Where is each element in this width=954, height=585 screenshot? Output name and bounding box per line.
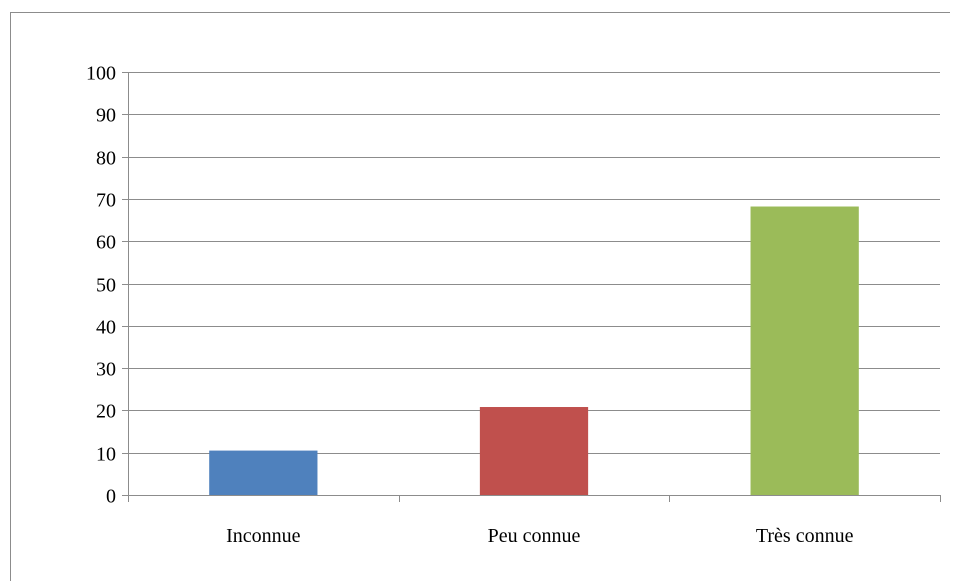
bar-tr-s-connue: [750, 206, 859, 496]
y-tick-label: 90: [96, 105, 116, 127]
y-tick-label: 30: [96, 359, 116, 381]
y-tick-label: 10: [96, 444, 116, 466]
tick-labels: 0 10 20 30 40 50 60 70 80 90 100 Inconnue Peu connue…: [86, 63, 854, 548]
bars: [209, 206, 859, 496]
y-tick-label: 40: [96, 317, 116, 339]
y-tick-label: 70: [96, 190, 116, 212]
y-tick-label: 80: [96, 148, 116, 170]
x-tick-label: Très connue: [756, 525, 854, 547]
y-tick-label: 100: [86, 63, 116, 85]
axes: [122, 72, 941, 502]
y-tick-label: 60: [96, 232, 116, 254]
bar-peu-connue: [479, 407, 589, 495]
y-tick-label: 50: [96, 275, 116, 297]
x-tick-label: Peu connue: [488, 525, 581, 547]
x-tick-label: Inconnue: [226, 525, 301, 547]
y-tick-label: 20: [96, 401, 116, 423]
y-tick-label: 0: [106, 486, 116, 508]
bar-inconnue: [209, 450, 318, 495]
